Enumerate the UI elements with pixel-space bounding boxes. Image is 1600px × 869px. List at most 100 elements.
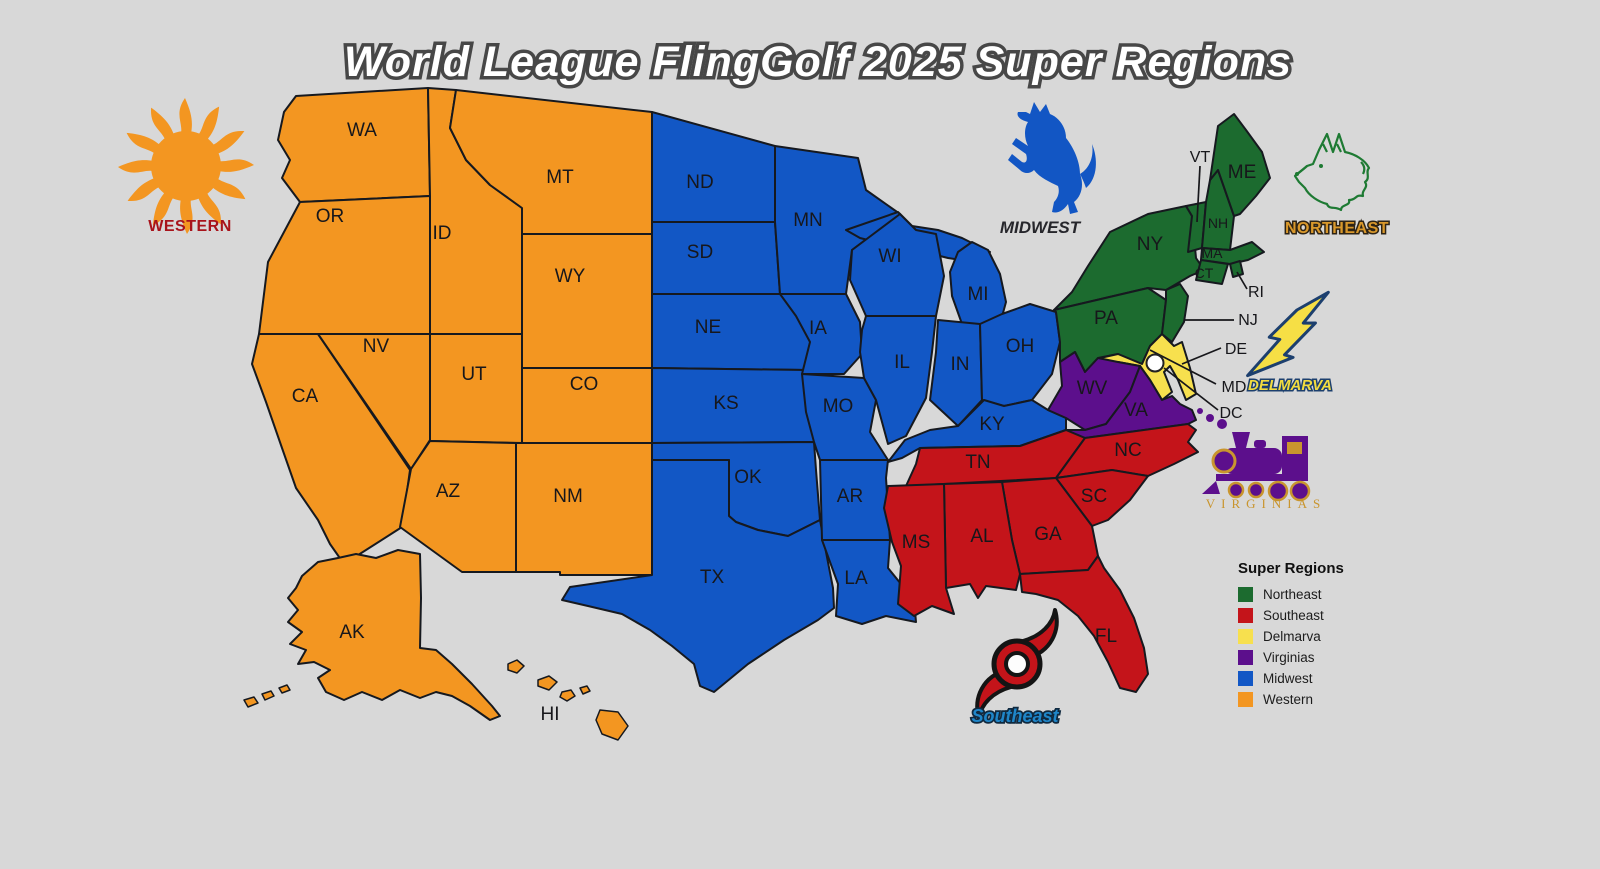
label-me: ME: [1228, 162, 1257, 183]
state-wa: [277, 87, 431, 203]
state-ri: [1229, 260, 1244, 278]
western-logo-label: WESTERN: [148, 218, 232, 235]
label-nv: NV: [363, 336, 390, 357]
label-id: ID: [433, 223, 452, 244]
state-il: [859, 315, 937, 445]
state-az: [399, 440, 517, 573]
legend-swatch-delmarva: [1238, 628, 1253, 644]
label-tx: TX: [700, 567, 725, 588]
legend: Super Regions Northeast Southeast Delmar…: [1238, 560, 1344, 712]
state-ms: [883, 483, 955, 617]
label-ct: CT: [1195, 265, 1214, 281]
label-wi: WI: [878, 246, 901, 267]
state-va: [1065, 365, 1197, 439]
state-ct: [1195, 259, 1229, 285]
label-wy: WY: [555, 266, 586, 287]
state-ak-aleutians: [243, 684, 291, 708]
horse-icon: [1008, 102, 1096, 214]
state-al: [943, 481, 1021, 599]
callout-line-ri: [1236, 271, 1248, 290]
state-wy: [521, 233, 653, 369]
state-or: [258, 195, 431, 335]
wolf-icon: [1293, 132, 1371, 212]
label-mo: MO: [823, 396, 854, 417]
virginias-logo-label: VIRGINIAS: [1206, 496, 1326, 511]
label-nj: NJ: [1238, 312, 1258, 329]
callout-line-de: [1181, 347, 1222, 365]
label-co: CO: [570, 374, 599, 395]
label-ma: MA: [1202, 245, 1224, 261]
state-labels-layer: WA OR CA NV ID MT WY UT CO AZ NM AK HI N…: [292, 120, 1264, 725]
label-pa: PA: [1094, 308, 1118, 329]
southeast-logo-label: Southeast: [971, 706, 1059, 726]
page-title: World League FlingGolf 2025 Super Region…: [344, 38, 1292, 86]
legend-swatch-northeast: [1238, 586, 1253, 602]
legend-item-midwest: Midwest: [1238, 670, 1344, 686]
legend-label: Northeast: [1263, 586, 1322, 602]
label-nd: ND: [686, 172, 713, 193]
label-tn: TN: [965, 452, 990, 473]
label-wv: WV: [1077, 378, 1108, 399]
label-fl: FL: [1095, 626, 1117, 647]
dc-marker: [1145, 353, 1165, 373]
legend-item-virginias: Virginias: [1238, 649, 1344, 665]
label-az: AZ: [436, 481, 461, 502]
legend-swatch-southeast: [1238, 607, 1253, 623]
state-nm: [515, 442, 653, 576]
label-al: AL: [970, 526, 993, 547]
state-ca: [251, 333, 411, 565]
state-me: [1209, 113, 1271, 217]
legend-label: Delmarva: [1263, 628, 1321, 644]
state-tx: [561, 459, 835, 693]
label-ia: IA: [809, 318, 827, 339]
label-or: OR: [316, 206, 345, 227]
state-la: [821, 539, 917, 625]
label-ca: CA: [292, 386, 319, 407]
callout-line-dc: [1163, 367, 1219, 411]
legend-item-southeast: Southeast: [1238, 607, 1344, 623]
label-wa: WA: [347, 120, 377, 141]
legend-swatch-midwest: [1238, 670, 1253, 686]
state-hi: [507, 659, 629, 741]
label-ks: KS: [713, 393, 738, 414]
hurricane-icon: [975, 608, 1059, 720]
label-nm: NM: [553, 486, 583, 507]
label-de: DE: [1225, 341, 1247, 358]
legend-label: Midwest: [1263, 670, 1313, 686]
label-ny: NY: [1137, 234, 1164, 255]
label-va: VA: [1124, 400, 1148, 421]
legend-title: Super Regions: [1238, 560, 1344, 577]
state-fl: [1019, 555, 1149, 693]
label-dc: DC: [1219, 405, 1242, 422]
label-sc: SC: [1081, 486, 1107, 507]
legend-item-delmarva: Delmarva: [1238, 628, 1344, 644]
state-nj: [1161, 283, 1189, 343]
label-mi: MI: [967, 284, 988, 305]
train-icon: [1197, 408, 1311, 502]
legend-label: Western: [1263, 691, 1314, 707]
label-mt: MT: [546, 167, 574, 188]
state-sd: [651, 221, 781, 295]
label-ut: UT: [461, 364, 487, 385]
callout-line-vt: [1196, 165, 1201, 223]
legend-swatch-virginias: [1238, 649, 1253, 665]
label-ok: OK: [734, 467, 762, 488]
label-in: IN: [951, 354, 970, 375]
sun-icon: [118, 98, 254, 234]
label-ky: KY: [979, 414, 1005, 435]
legend-item-northeast: Northeast: [1238, 586, 1344, 602]
label-md: MD: [1222, 379, 1247, 396]
states-layer: [243, 87, 1271, 741]
label-la: LA: [844, 568, 868, 589]
label-vt: VT: [1190, 149, 1211, 166]
state-vt: [1185, 201, 1207, 253]
state-ut: [429, 333, 523, 444]
state-ak: [287, 549, 501, 721]
label-ar: AR: [837, 486, 863, 507]
lightning-icon: [1246, 290, 1330, 378]
state-wi: [849, 213, 945, 317]
midwest-logo-label: MIDWEST: [1000, 218, 1082, 237]
label-hi: HI: [541, 704, 560, 725]
